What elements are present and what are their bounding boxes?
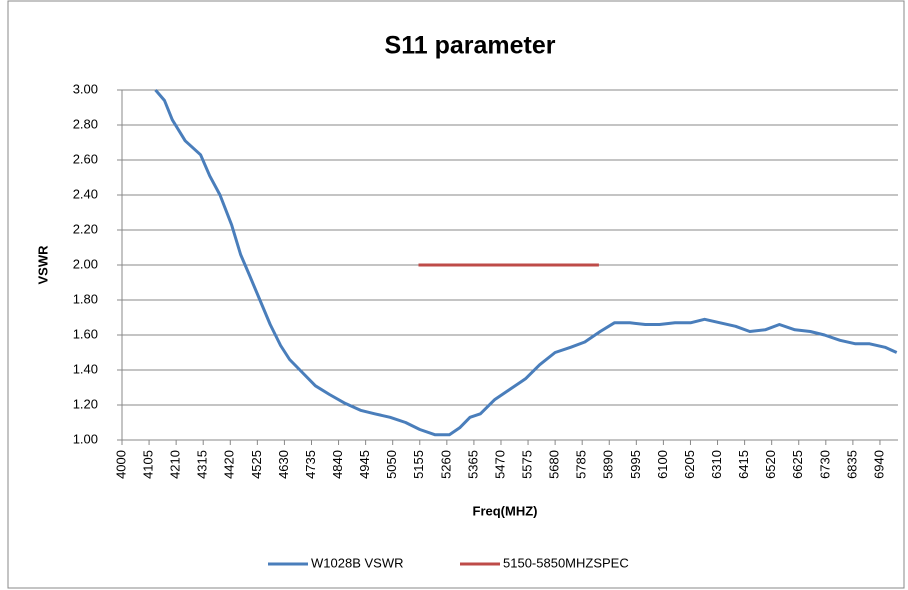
- x-tick-label: 5890: [601, 450, 616, 479]
- y-tick-label: 2.40: [73, 186, 98, 201]
- x-tick-label: 4315: [195, 450, 210, 479]
- x-tick-label: 5050: [384, 450, 399, 479]
- x-tick-label: 4525: [249, 450, 264, 479]
- y-tick-label: 1.00: [73, 431, 98, 446]
- y-tick-label: 2.60: [73, 151, 98, 166]
- x-tick-label: 6520: [763, 450, 778, 479]
- x-tick-label: 5680: [547, 450, 562, 479]
- chart-title: S11 parameter: [385, 32, 556, 60]
- x-tick-label: 4105: [141, 450, 156, 479]
- x-tick-label: 4210: [168, 450, 183, 479]
- x-tick-label: 6730: [817, 450, 832, 479]
- y-tick-label: 3.00: [73, 81, 98, 96]
- x-tick-label: 4945: [357, 450, 372, 479]
- y-tick-label: 1.20: [73, 396, 98, 411]
- y-axis-label: VSWR: [35, 245, 50, 285]
- x-tick-label: 6940: [871, 450, 886, 479]
- x-tick-label: 5365: [465, 450, 480, 479]
- x-tick-label: 6835: [844, 450, 859, 479]
- x-tick-label: 4735: [303, 450, 318, 479]
- y-tick-label: 1.80: [73, 291, 98, 306]
- x-tick-label: 6310: [709, 450, 724, 479]
- x-tick-label: 6625: [790, 450, 805, 479]
- x-tick-label: 6205: [682, 450, 697, 479]
- legend-label: W1028B VSWR: [311, 555, 403, 570]
- y-tick-label: 2.20: [73, 221, 98, 236]
- y-tick-label: 1.40: [73, 361, 98, 376]
- x-tick-label: 4630: [276, 450, 291, 479]
- x-tick-label: 5260: [438, 450, 453, 479]
- x-tick-label: 5785: [574, 450, 589, 479]
- y-tick-label: 2.80: [73, 116, 98, 131]
- x-tick-label: 5470: [492, 450, 507, 479]
- x-tick-label: 4420: [222, 450, 237, 479]
- x-tick-label: 4840: [330, 450, 345, 479]
- x-tick-label: 4000: [113, 450, 128, 479]
- x-axis-label: Freq(MHZ): [473, 503, 538, 518]
- x-tick-label: 6100: [655, 450, 670, 479]
- x-tick-label: 5575: [519, 450, 534, 479]
- chart-border: [7, 0, 905, 589]
- x-tick-label: 5995: [628, 450, 643, 479]
- x-tick-label: 5155: [411, 450, 426, 479]
- legend-label: 5150-5850MHZSPEC: [503, 555, 629, 570]
- y-tick-label: 1.60: [73, 326, 98, 341]
- x-tick-label: 6415: [736, 450, 751, 479]
- data-line: [154, 89, 898, 437]
- y-tick-label: 2.00: [73, 256, 98, 271]
